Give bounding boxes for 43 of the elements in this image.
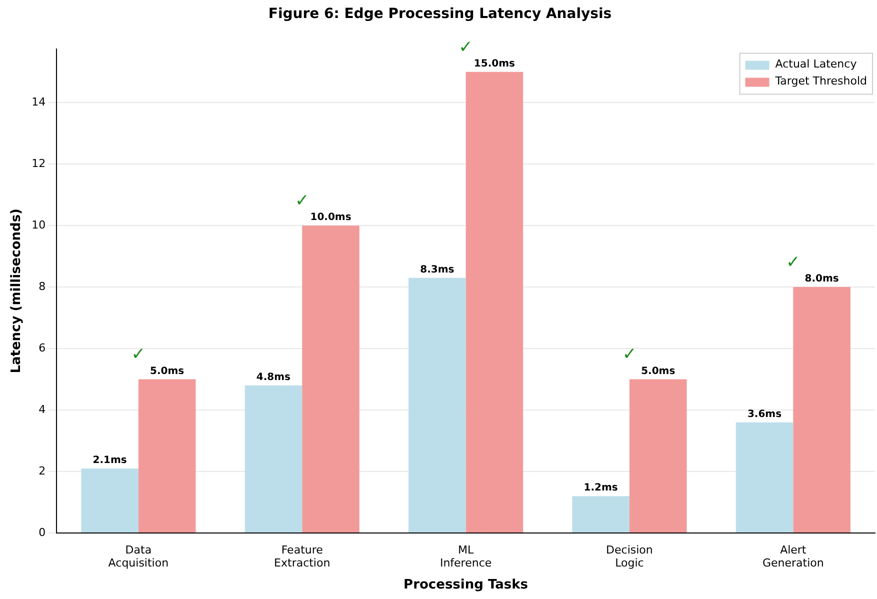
y-tick-label: 8 (38, 280, 46, 293)
annotation: ✓ (294, 190, 310, 211)
annotation: ✓ (622, 344, 637, 365)
y-tick-label: 14 (32, 95, 46, 108)
bar (81, 468, 138, 532)
annotation: ✓ (786, 252, 800, 272)
chart-title: Figure 6: Edge Processing Latency Analysis (268, 6, 612, 22)
y-tick-label: 12 (32, 156, 46, 170)
data-label: 3.6ms (747, 408, 782, 420)
bar (736, 422, 794, 532)
annotation: ✓ (131, 344, 146, 365)
x-tick-label: ML Inference (440, 543, 492, 570)
bar (572, 496, 630, 532)
bar (302, 226, 360, 532)
x-tick-label: Alert Generation (762, 543, 824, 570)
x-axis-title: Processing Tasks (404, 578, 528, 593)
y-tick-label: 2 (38, 464, 46, 478)
data-label: 2.1ms (92, 455, 127, 466)
y-axis-title: Latency (milliseconds) (9, 208, 24, 374)
data-label: 8.0ms (804, 274, 839, 285)
bar (793, 287, 850, 532)
bar (466, 72, 524, 532)
bar (629, 379, 687, 532)
y-tick-label: 6 (38, 341, 46, 354)
legend-label: Actual Latency (775, 58, 858, 71)
x-tick-label: Data Acquisition (108, 543, 169, 570)
data-label: 4.8ms (256, 372, 291, 384)
bar (244, 385, 302, 532)
x-tick-label: Feature Extraction (274, 543, 330, 570)
annotation: ✓ (458, 37, 473, 58)
legend-label: Target Threshold (774, 74, 868, 88)
bar (138, 379, 196, 532)
data-label: 5.0ms (150, 366, 184, 377)
data-label: 5.0ms (641, 366, 676, 377)
y-tick-label: 0 (38, 526, 46, 539)
x-tick-label: Decision Logic (606, 543, 653, 570)
y-tick-label: 4 (38, 402, 46, 416)
y-tick-label: 10 (32, 218, 46, 232)
data-label: 10.0ms (310, 212, 352, 224)
bar (408, 278, 466, 532)
data-label: 1.2ms (584, 482, 618, 494)
data-label: 15.0ms (474, 58, 516, 70)
data-label: 8.3ms (420, 264, 454, 276)
